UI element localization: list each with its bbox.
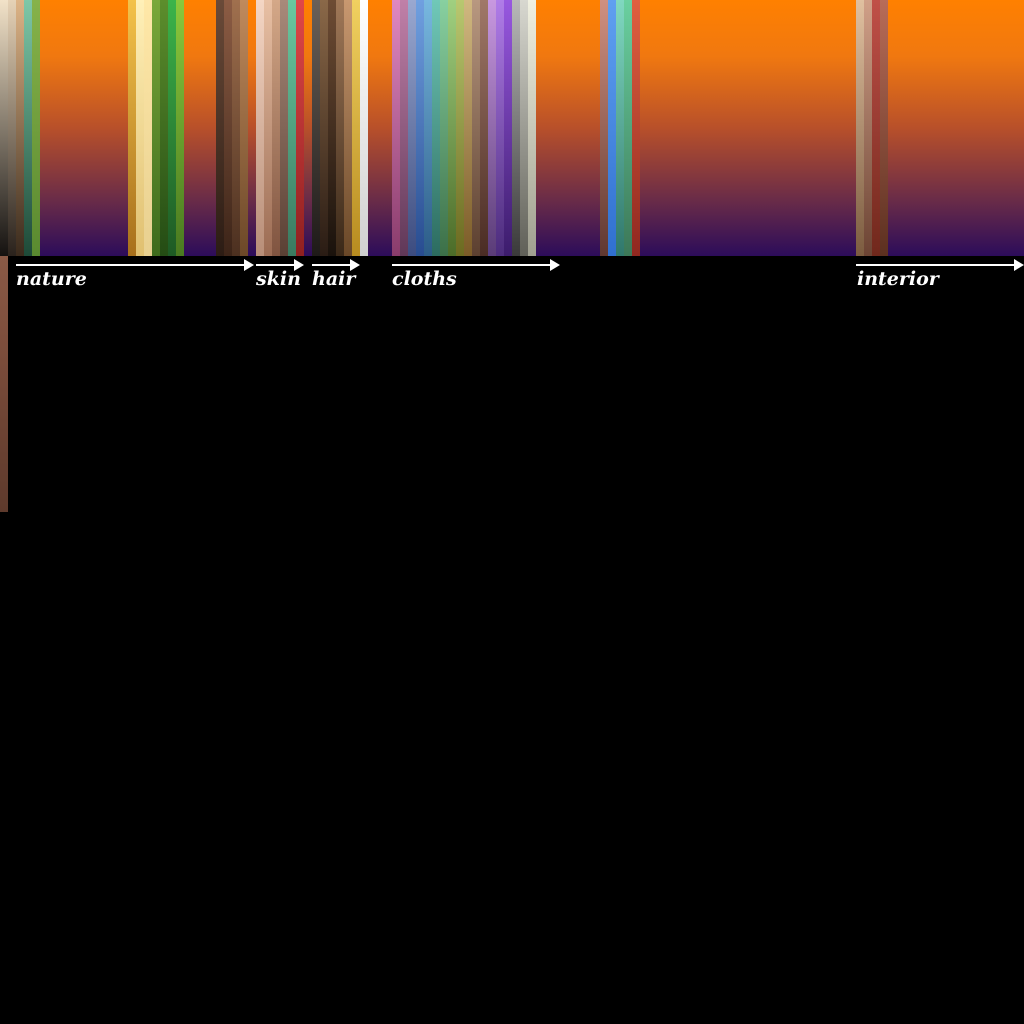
interior-label: interior bbox=[857, 268, 939, 290]
color-strip bbox=[488, 0, 496, 256]
color-strip bbox=[616, 0, 624, 256]
color-strip bbox=[480, 0, 488, 256]
color-strip bbox=[408, 0, 416, 256]
color-strip bbox=[312, 0, 320, 256]
color-strip bbox=[472, 0, 480, 256]
color-strip bbox=[32, 0, 40, 256]
color-strip bbox=[0, 0, 8, 256]
color-strip bbox=[328, 0, 336, 256]
color-strip bbox=[424, 0, 432, 256]
color-strip bbox=[400, 0, 408, 256]
skin-label: skin bbox=[256, 268, 301, 290]
skin-ramp-column bbox=[0, 256, 8, 512]
color-strip bbox=[296, 0, 304, 256]
color-strip bbox=[504, 0, 512, 256]
color-strip bbox=[600, 0, 608, 256]
color-strip bbox=[464, 0, 472, 256]
color-strip bbox=[256, 0, 264, 256]
nature-label: nature bbox=[16, 268, 87, 290]
cloths-range-arrow bbox=[392, 258, 560, 272]
color-strip bbox=[272, 0, 280, 256]
color-strip bbox=[528, 0, 536, 256]
color-strip bbox=[216, 0, 224, 256]
color-strip bbox=[240, 0, 248, 256]
color-strip bbox=[880, 0, 888, 256]
filler-strip bbox=[536, 0, 600, 256]
color-strip bbox=[448, 0, 456, 256]
color-strip bbox=[432, 0, 440, 256]
color-strip bbox=[224, 0, 232, 256]
color-strip bbox=[336, 0, 344, 256]
nature-range-arrow bbox=[16, 258, 254, 272]
color-strip bbox=[144, 0, 152, 256]
color-strip bbox=[496, 0, 504, 256]
filler-strip bbox=[888, 0, 1024, 256]
color-strip bbox=[8, 0, 16, 256]
color-strip bbox=[520, 0, 528, 256]
color-strip bbox=[128, 0, 136, 256]
filler-strip bbox=[184, 0, 216, 256]
color-strip bbox=[624, 0, 632, 256]
filler-strip bbox=[640, 0, 856, 256]
color-strip bbox=[24, 0, 32, 256]
color-strip bbox=[872, 0, 880, 256]
color-strip bbox=[320, 0, 328, 256]
skin-range-arrow bbox=[256, 258, 304, 272]
filler-strip bbox=[368, 0, 392, 256]
color-strip bbox=[864, 0, 872, 256]
color-strip bbox=[176, 0, 184, 256]
color-strip bbox=[168, 0, 176, 256]
color-strip bbox=[288, 0, 296, 256]
color-strip bbox=[360, 0, 368, 256]
cloths-label: cloths bbox=[392, 268, 457, 290]
color-strip bbox=[512, 0, 520, 256]
color-strip bbox=[632, 0, 640, 256]
color-strip bbox=[608, 0, 616, 256]
hair-range-arrow bbox=[312, 258, 360, 272]
color-strip bbox=[264, 0, 272, 256]
color-strip bbox=[136, 0, 144, 256]
color-palette bbox=[0, 0, 1024, 256]
color-strip bbox=[440, 0, 448, 256]
color-strip bbox=[392, 0, 400, 256]
color-strip bbox=[416, 0, 424, 256]
color-strip bbox=[152, 0, 160, 256]
interior-range-arrow bbox=[856, 258, 1024, 272]
color-strip bbox=[456, 0, 464, 256]
filler-strip bbox=[304, 0, 312, 256]
color-strip bbox=[856, 0, 864, 256]
filler-strip bbox=[40, 0, 128, 256]
color-strip bbox=[232, 0, 240, 256]
color-strip bbox=[344, 0, 352, 256]
color-strip bbox=[352, 0, 360, 256]
hair-label: hair bbox=[312, 268, 356, 290]
color-strip bbox=[280, 0, 288, 256]
color-strip bbox=[160, 0, 168, 256]
filler-strip bbox=[248, 0, 256, 256]
color-strip bbox=[16, 0, 24, 256]
